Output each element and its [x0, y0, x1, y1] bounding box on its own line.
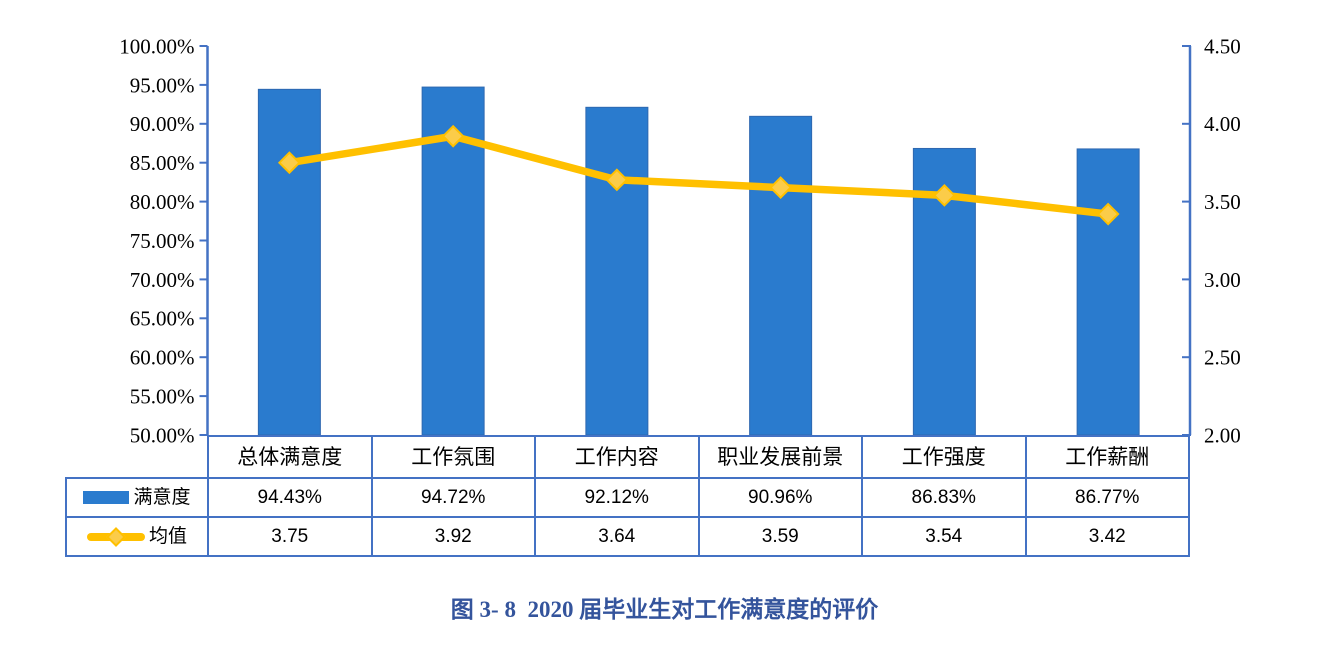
left-axis-tick-label: 90.00% [130, 112, 195, 136]
value-cell: 3.75 [207, 516, 373, 557]
right-axis-tick-label: 4.50 [1204, 34, 1241, 58]
bar [257, 88, 321, 436]
category-cell: 职业发展前景 [697, 435, 863, 479]
right-axis-tick-label: 2.00 [1204, 423, 1241, 447]
legend-cell-mean: 均值 [65, 516, 209, 557]
value-cell: 3.42 [1024, 516, 1190, 557]
bar-swatch-icon [83, 491, 130, 504]
category-cell: 工作内容 [534, 435, 700, 479]
value-cell: 94.43% [207, 477, 373, 518]
legend-inner: 满意度 [67, 488, 207, 507]
left-axis-tick-label: 60.00% [130, 346, 195, 370]
line-marker-diamond [932, 183, 956, 207]
right-axis-tick-label: 3.00 [1204, 268, 1241, 292]
right-axis-tick-label: 4.00 [1204, 112, 1241, 136]
value-cell: 3.59 [697, 516, 863, 557]
left-axis-tick-label: 50.00% [130, 423, 195, 447]
value-cell: 94.72% [370, 477, 536, 518]
left-axis-tick-label: 65.00% [130, 307, 195, 331]
left-axis-tick-label: 70.00% [130, 268, 195, 292]
chart-data-table: 总体满意度 工作氛围 工作内容 职业发展前景 工作强度 工作薪酬满意度 94.43% 94.7… [65, 435, 1190, 557]
bar [585, 106, 649, 436]
series-name-label: 均值 [148, 526, 187, 547]
bar [749, 115, 813, 436]
category-cell: 总体满意度 [207, 435, 373, 479]
left-axis-tick-label: 80.00% [130, 190, 195, 214]
right-axis-tick-label: 3.50 [1204, 190, 1241, 214]
series-row: 均值 3.75 3.92 3.64 3.59 3.54 3.42 [65, 516, 1190, 557]
legend-inner: 均值 [67, 526, 207, 547]
value-cell: 90.96% [697, 477, 863, 518]
series-row: 满意度 94.43% 94.72% 92.12% 90.96% 86.83% 86.77% [65, 477, 1190, 518]
value-cell: 92.12% [534, 477, 700, 518]
left-axis-tick-label: 75.00% [130, 229, 195, 253]
left-axis-tick-label: 100.00% [119, 34, 194, 58]
line-diamond-swatch-icon [86, 526, 145, 547]
legend-cell-satisfaction: 满意度 [65, 477, 209, 518]
category-cell: 工作强度 [861, 435, 1027, 479]
value-cell: 86.83% [861, 477, 1027, 518]
line-marker-diamond [277, 151, 301, 175]
figure-caption: 图 3- 8 2020 届毕业生对工作满意度的评价 [450, 597, 879, 622]
series-name-label: 满意度 [133, 487, 191, 508]
line-marker-diamond [1096, 202, 1120, 226]
mean-line [285, 132, 1112, 218]
bar [1076, 148, 1140, 436]
left-axis-tick-label: 95.00% [130, 73, 195, 97]
line-marker-diamond [769, 176, 793, 200]
category-cell: 工作薪酬 [1024, 435, 1190, 479]
line-marker-diamond [441, 124, 465, 148]
blank-corner-cell [66, 436, 208, 478]
value-cell: 3.64 [534, 516, 700, 557]
swatch-diamond-marker [106, 526, 126, 547]
right-axis-tick-label: 2.50 [1204, 346, 1241, 370]
value-cell: 3.54 [861, 516, 1027, 557]
value-cell: 3.92 [370, 516, 536, 557]
left-axis-tick-label: 85.00% [130, 151, 195, 175]
left-axis-tick-label: 55.00% [130, 384, 195, 408]
category-header-row: 总体满意度 工作氛围 工作内容 职业发展前景 工作强度 工作薪酬 [66, 435, 1190, 479]
value-cell: 86.77% [1024, 477, 1190, 518]
combo-chart: 100.00% 95.00% 90.00% 85.00% 80.00% 75.00% 70.… [119, 34, 1241, 447]
category-cell: 工作氛围 [370, 435, 536, 479]
line-marker-diamond [605, 168, 629, 192]
